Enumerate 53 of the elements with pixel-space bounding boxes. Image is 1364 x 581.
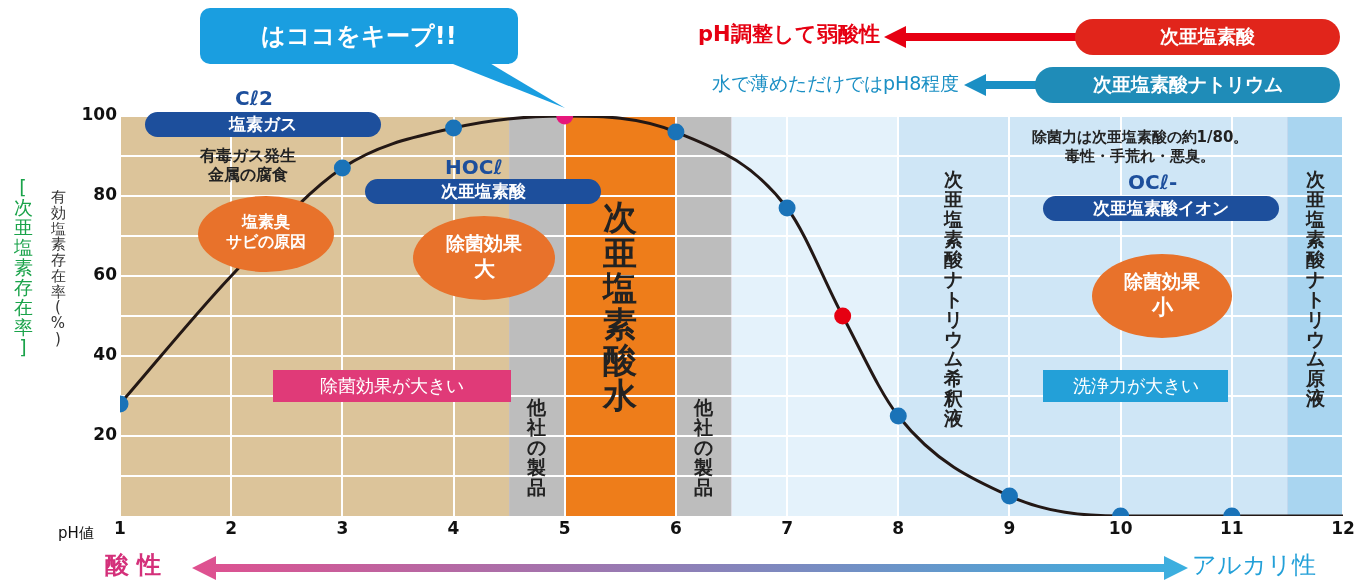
annotation: 有毒ガス発生 [199, 146, 297, 166]
point [778, 199, 796, 217]
text: 次亜塩素酸ナトリウム原液 [1305, 168, 1325, 410]
x-tick-label: 10 [1108, 517, 1133, 538]
text: 有効塩素存在率(%) [50, 188, 66, 348]
annotation: 毒性・手荒れ・悪臭。 [1064, 147, 1216, 165]
y-tick-label: 80 [93, 184, 118, 205]
x-tick-label: 4 [447, 517, 460, 538]
band-label: 他社の製品 [527, 396, 547, 498]
text: 水で薄めただけではpH8程度 [712, 72, 960, 95]
x-axis-title: pH値 [58, 524, 94, 542]
x-tick-label: 2 [225, 517, 238, 538]
y-tick-label: 40 [93, 344, 118, 365]
annotation: 金属の腐食 [207, 165, 289, 185]
point [667, 123, 685, 141]
annotation: 小 [1150, 295, 1174, 321]
x-tick-label: 1 [114, 517, 126, 538]
x-tick-label: 12 [1331, 517, 1355, 538]
y-tick-label: 100 [81, 104, 118, 125]
text: 次亜塩素酸 [1159, 25, 1256, 48]
x-tick-label: 7 [781, 517, 794, 538]
point [1000, 487, 1018, 505]
annotation: はココをキープ!! [259, 22, 458, 51]
point [333, 159, 351, 177]
point [445, 119, 463, 137]
x-tick-label: 5 [558, 517, 571, 538]
text: 次亜塩素酸ナトリウム [1091, 73, 1284, 96]
annotation: 大 [472, 257, 496, 283]
band-label: 他社の製品 [694, 396, 714, 498]
annotation: 除菌効果 [1123, 270, 1201, 293]
annotation: 除菌効果が大きい [319, 375, 465, 397]
annotation: HOCℓ [445, 155, 503, 179]
annotation: 除菌力は次亜塩素酸の約1/80。 [1030, 128, 1250, 146]
point [834, 307, 852, 325]
x-tick-label: 8 [892, 517, 905, 538]
x-tick-label: 9 [1003, 517, 1016, 538]
annotation: サビの原因 [225, 232, 307, 252]
y-tick-label: 60 [93, 264, 118, 285]
text: pH調整して弱酸性 [698, 22, 880, 48]
text: Cℓ2 [235, 86, 274, 110]
annotation: OCℓ- [1128, 170, 1178, 194]
text: [次亜塩素存在率] [13, 176, 33, 358]
text: アルカリ性 [1192, 551, 1316, 580]
x-tick-label: 11 [1219, 517, 1244, 538]
text: 酸 性 [105, 551, 162, 580]
text: 次亜塩素酸ナトリウム希釈液 [943, 168, 963, 430]
x-tick-label: 3 [336, 517, 349, 538]
annotation: 除菌効果 [445, 232, 523, 255]
y-tick-label: 20 [93, 424, 118, 445]
x-tick-label: 6 [669, 517, 682, 538]
annotation: 洗浄力が大きい [1071, 375, 1200, 397]
annotation: 塩素臭 [240, 212, 291, 232]
point [889, 407, 907, 425]
